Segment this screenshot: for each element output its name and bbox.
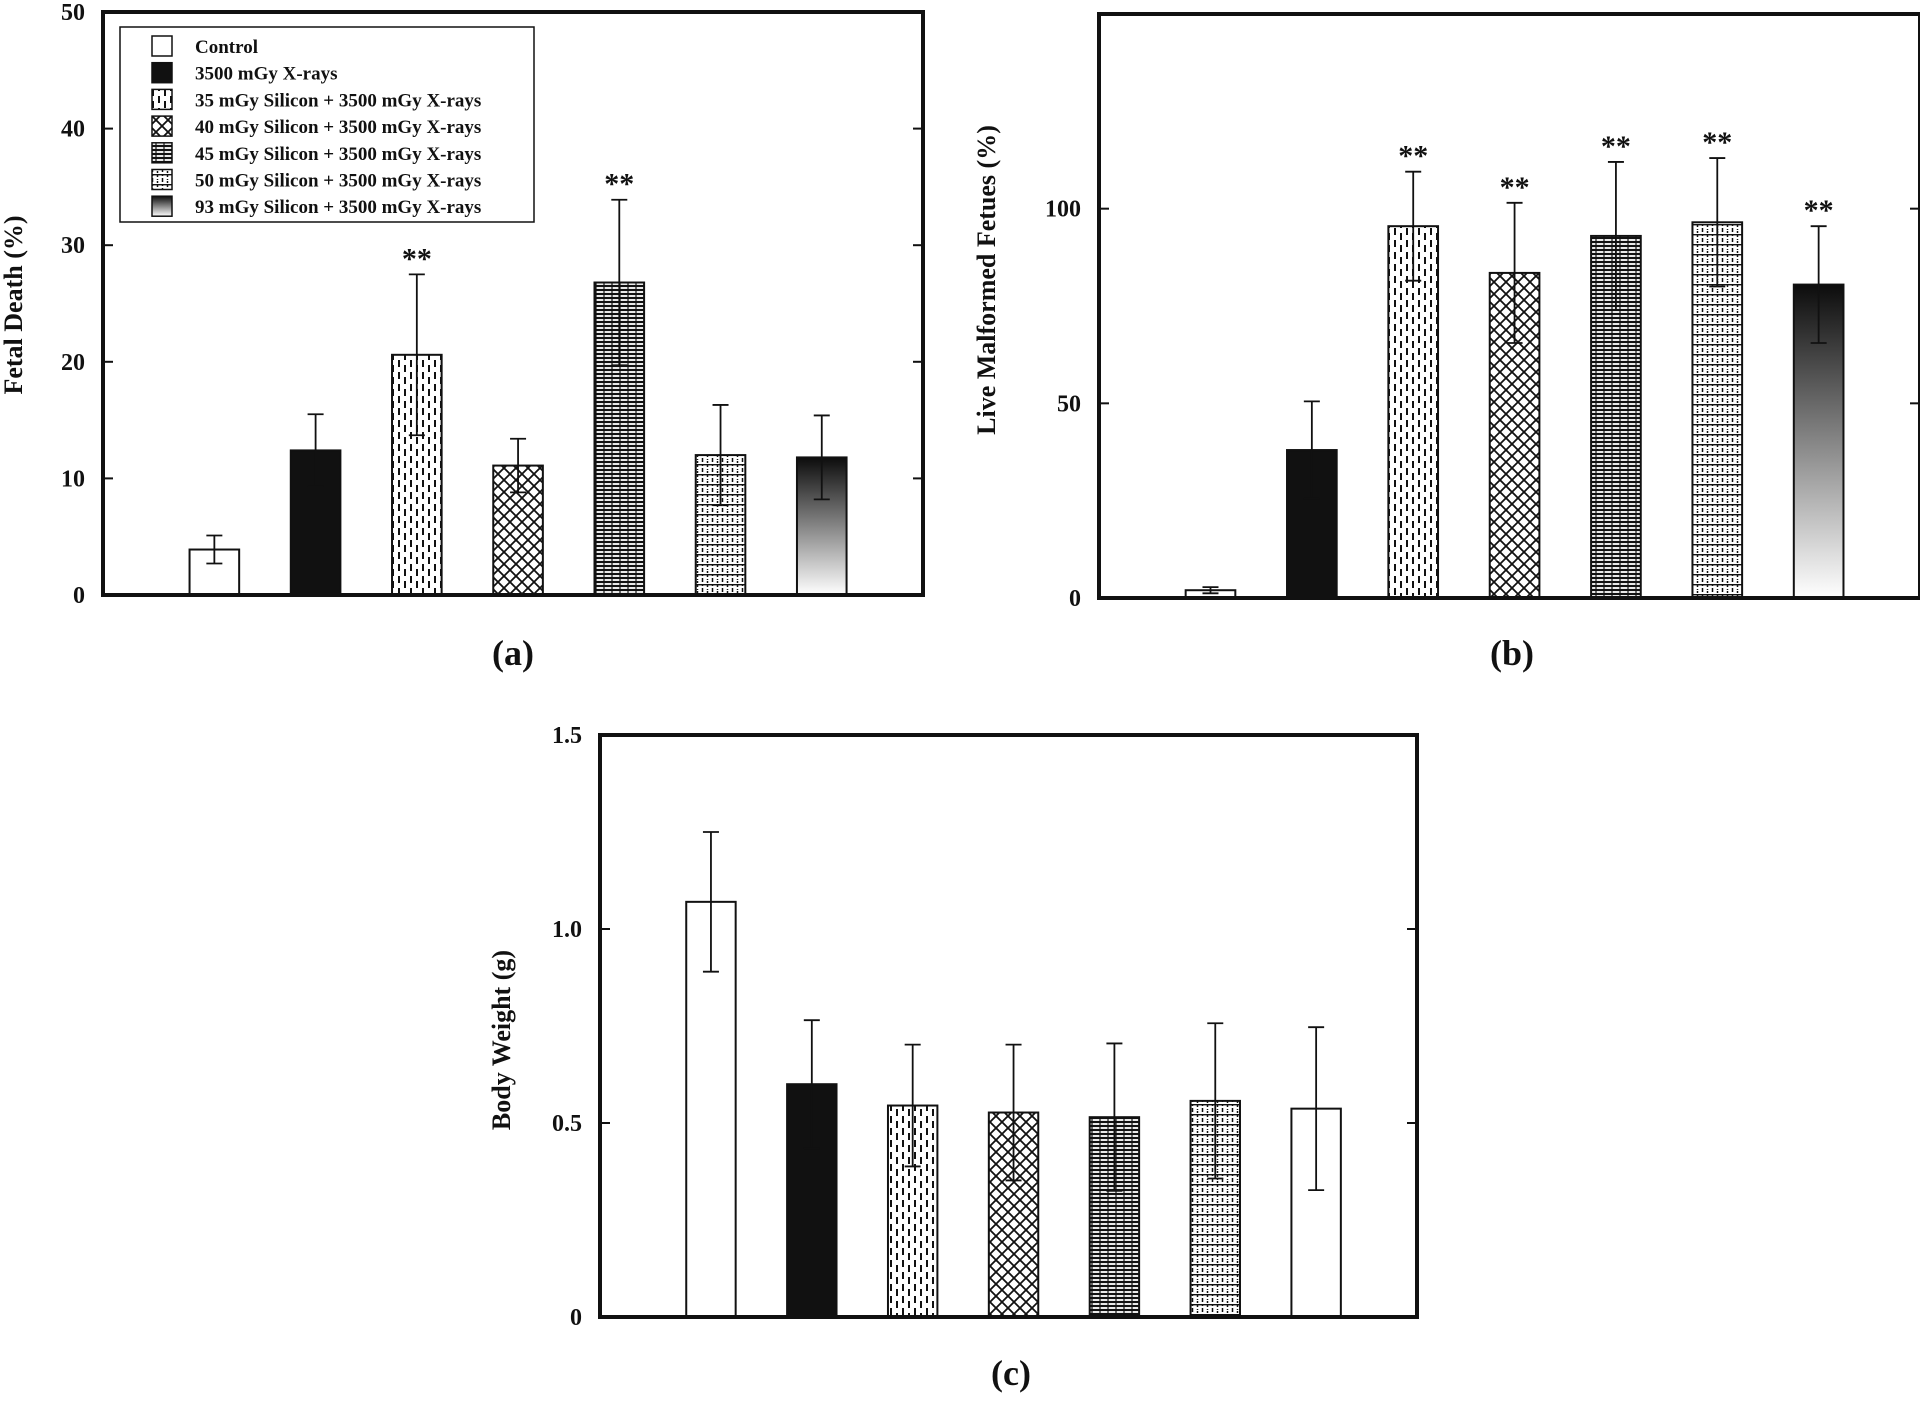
y-axis-label: Body Weight (g) [487, 950, 516, 1130]
y-tick-label: 20 [61, 350, 85, 376]
legend-swatch [151, 115, 173, 137]
legend: Control 3500 mGy X-rays 35 mGy Silicon + 3… [119, 26, 535, 223]
y-tick-label: 30 [61, 233, 85, 259]
y-axis-label: Fetal Death (%) [0, 215, 28, 394]
legend-entry: 50 mGy Silicon + 3500 mGy X-rays [195, 171, 481, 192]
significance-marker: ** [1601, 130, 1631, 163]
y-tick-label: 50 [61, 0, 85, 26]
chart-panel-1: 0 10 20 30 40 50 ** ** Fetal Death (%) (a) [0, 0, 925, 673]
significance-marker: ** [1500, 171, 1530, 204]
legend-swatch [151, 35, 173, 57]
significance-marker: ** [604, 168, 634, 201]
significance-marker: ** [1702, 126, 1732, 159]
bar [1387, 225, 1440, 599]
y-tick-label: 1.5 [552, 723, 582, 749]
legend-swatch [151, 142, 173, 164]
y-tick-label: 40 [61, 117, 85, 143]
plot-frame [1097, 12, 1920, 600]
y-tick-label: 0 [73, 583, 85, 609]
legend-entry: 45 mGy Silicon + 3500 mGy X-rays [195, 144, 481, 165]
legend-box [119, 26, 535, 223]
chart-panel-3: 0 0.5 1.0 1.5 Body Weight (g) (c) [487, 723, 1419, 1393]
legend-entry: 40 mGy Silicon + 3500 mGy X-rays [195, 117, 481, 138]
legend-swatch [151, 61, 173, 84]
y-tick-label: 50 [1057, 391, 1081, 417]
significance-marker: ** [1804, 194, 1834, 227]
y-tick-label: 0 [570, 1305, 582, 1331]
bar [786, 1083, 838, 1318]
legend-swatch [151, 88, 173, 111]
legend-entry: 35 mGy Silicon + 3500 mGy X-rays [195, 90, 481, 111]
panel-label: (c) [991, 1353, 1031, 1393]
legend-entry: 3500 mGy X-rays [195, 64, 337, 85]
plot-frame [598, 733, 1419, 1319]
y-tick-label: 0.5 [552, 1111, 582, 1137]
y-tick-label: 0 [1069, 586, 1081, 612]
chart-panel-2: 0 50 100 ** ** ** ** ** Live Malformed Fetues (%… [972, 12, 1920, 673]
y-axis-label: Live Malformed Fetues (%) [972, 125, 1001, 435]
significance-marker: ** [1398, 140, 1428, 173]
plot-frame [101, 10, 925, 597]
y-tick-label: 1.0 [552, 917, 582, 943]
y-tick-label: 10 [61, 466, 85, 492]
legend-swatch [151, 168, 173, 191]
panel-label: (a) [492, 633, 534, 673]
legend-swatch [151, 195, 173, 217]
significance-marker: ** [402, 242, 432, 275]
panel-label: (b) [1490, 633, 1534, 673]
y-tick-label: 100 [1045, 197, 1081, 223]
legend-entry: 93 mGy Silicon + 3500 mGy X-rays [195, 197, 481, 218]
legend-entry: Control [195, 37, 258, 58]
